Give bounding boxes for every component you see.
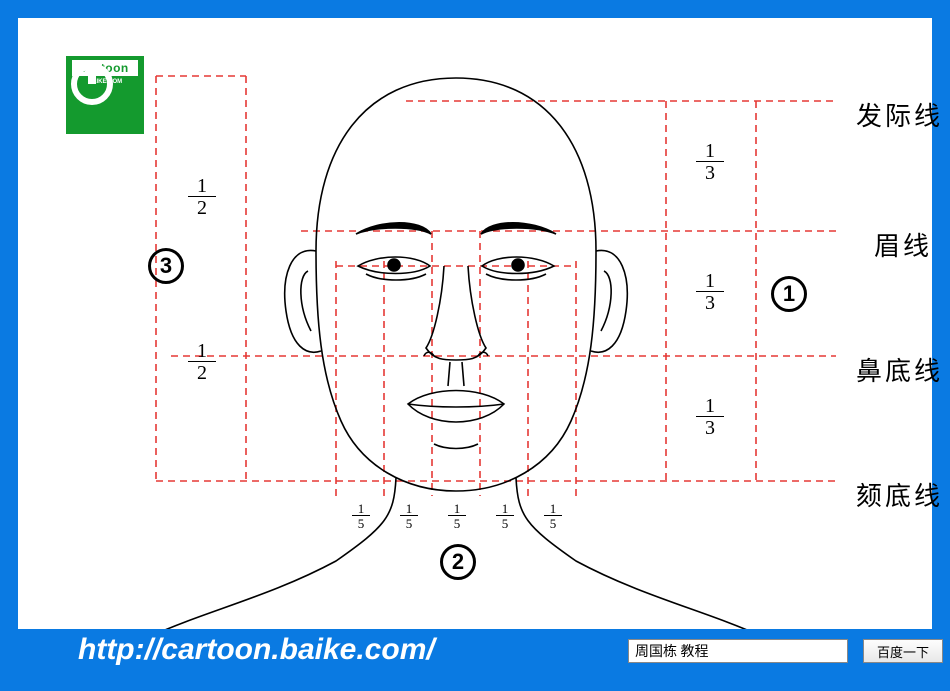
fraction-right-third-1: 13 bbox=[696, 141, 724, 184]
label-browline: 眉线 bbox=[874, 226, 932, 263]
search-input[interactable] bbox=[628, 639, 848, 663]
label-hairline: 发际线 bbox=[856, 96, 943, 133]
fraction-left-half-top: 12 bbox=[188, 176, 216, 219]
fraction-left-half-bottom: 12 bbox=[188, 341, 216, 384]
cartoon-baike-logo: cartoon BAIKE.COM bbox=[66, 56, 144, 134]
circled-number-2: 2 bbox=[440, 544, 476, 580]
circled-number-1: 1 bbox=[771, 276, 807, 312]
label-nosebase: 鼻底线 bbox=[856, 351, 943, 388]
fraction-fifth-1: 15 bbox=[352, 502, 370, 531]
footer-bar: http://cartoon.baike.com/ 百度一下 bbox=[18, 629, 950, 673]
fraction-fifth-3: 15 bbox=[448, 502, 466, 531]
page-frame: 12 12 13 13 13 15 15 15 15 15 1 2 bbox=[0, 0, 950, 691]
label-chinbase: 颏底线 bbox=[856, 476, 943, 513]
fraction-fifth-4: 15 bbox=[496, 502, 514, 531]
logo-arrow-icon bbox=[70, 62, 114, 106]
footer-url: http://cartoon.baike.com/ bbox=[78, 633, 435, 667]
fraction-fifth-2: 15 bbox=[400, 502, 418, 531]
fraction-right-third-2: 13 bbox=[696, 271, 724, 314]
face-outline-svg bbox=[36, 36, 950, 656]
fraction-fifth-5: 15 bbox=[544, 502, 562, 531]
search-button[interactable]: 百度一下 bbox=[863, 639, 943, 663]
fraction-right-third-3: 13 bbox=[696, 396, 724, 439]
face-proportion-diagram: 12 12 13 13 13 15 15 15 15 15 1 2 bbox=[36, 36, 950, 656]
circled-number-3: 3 bbox=[148, 248, 184, 284]
